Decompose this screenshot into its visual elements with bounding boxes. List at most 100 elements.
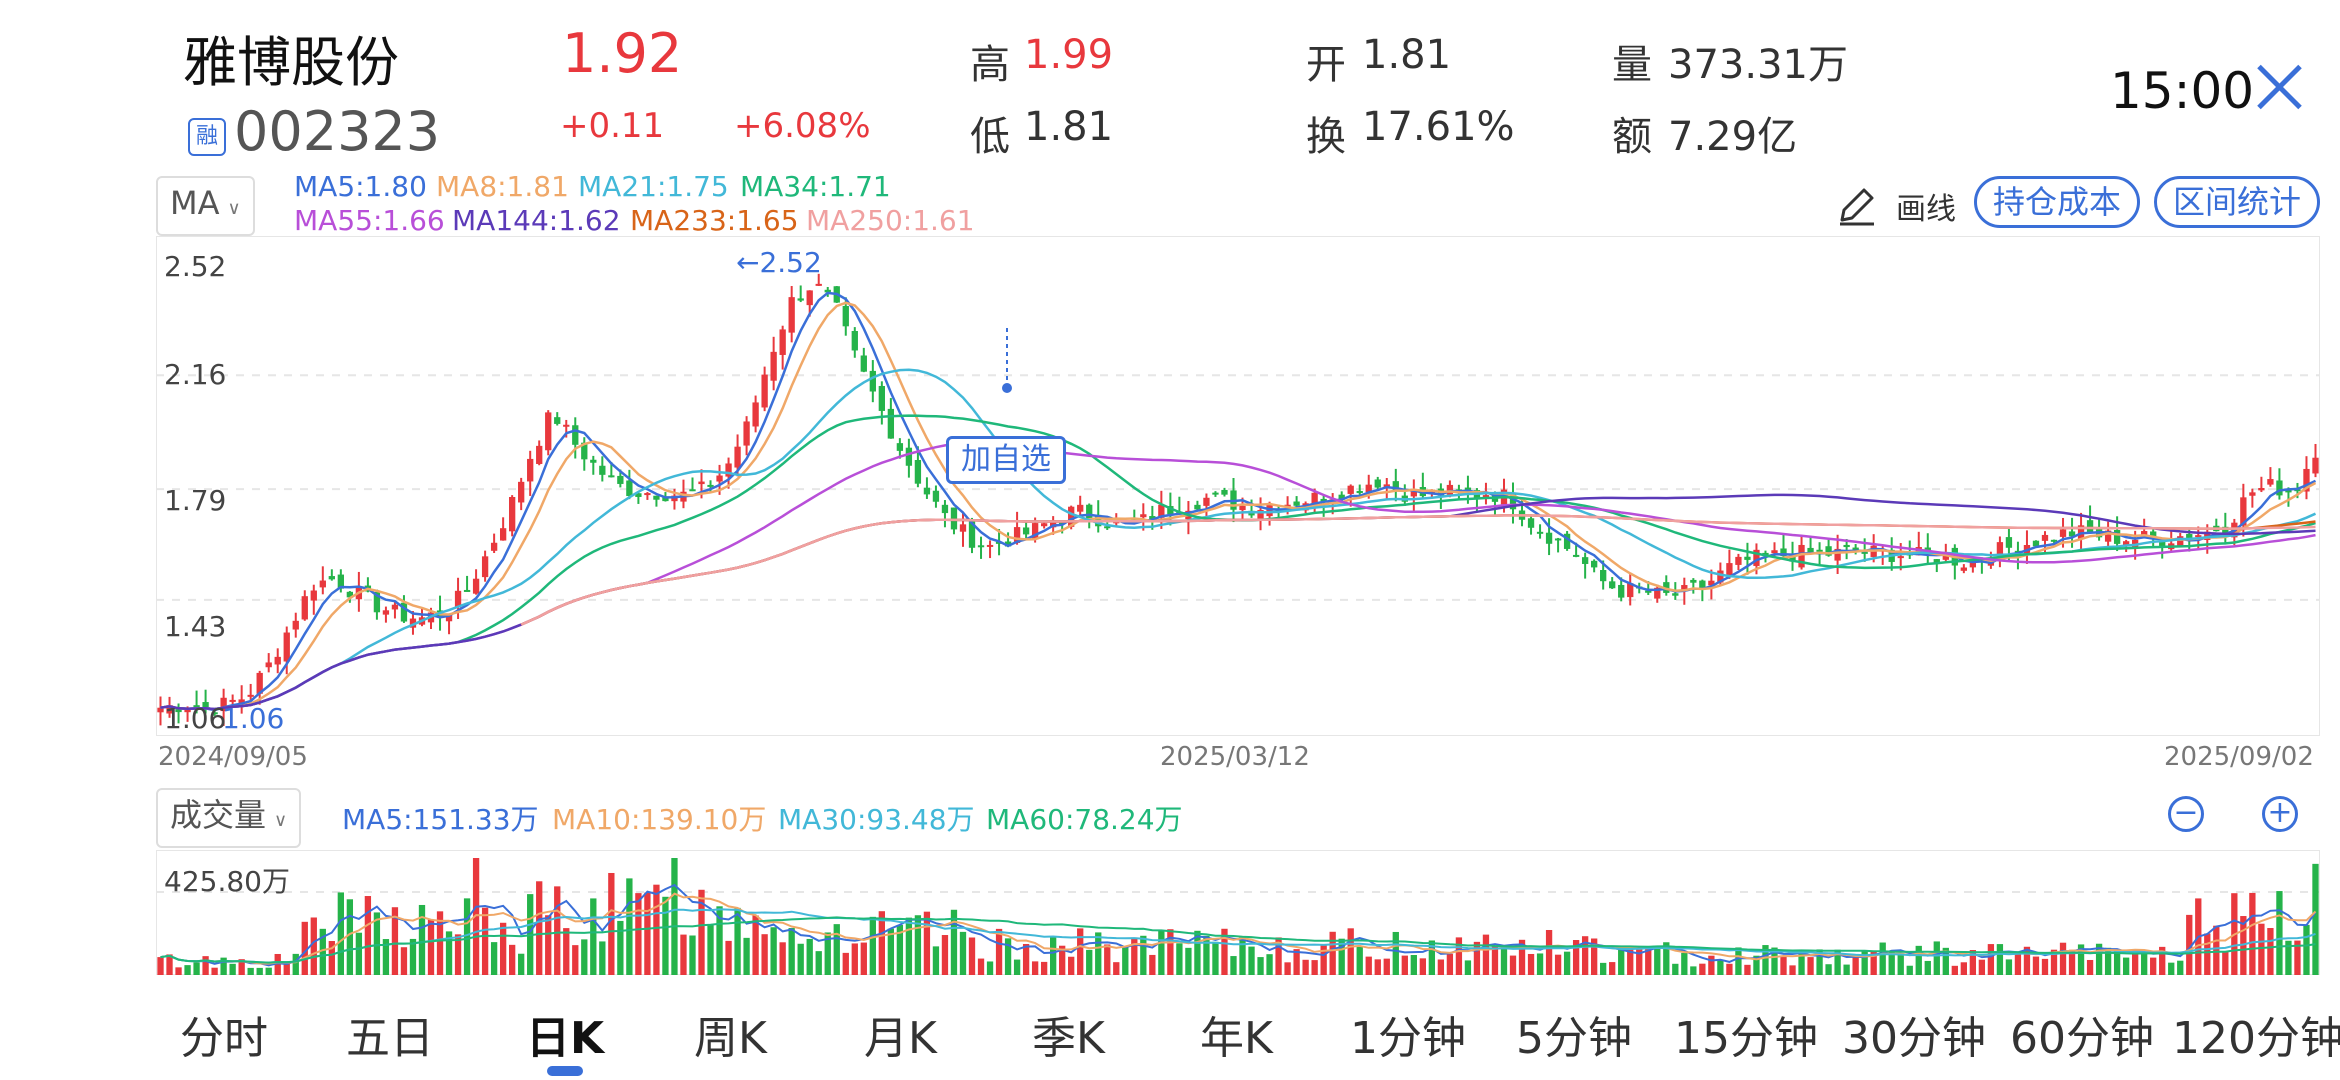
- tab-周K[interactable]: 周K: [694, 1013, 767, 1064]
- volume-bar: [563, 928, 570, 975]
- tab-季K[interactable]: 季K: [1032, 1013, 1105, 1064]
- volume-bar: [1545, 929, 1553, 975]
- candle-body: [454, 590, 462, 608]
- volume-bar: [896, 924, 904, 975]
- candle-body: [445, 613, 453, 622]
- candle-body: [1816, 549, 1823, 552]
- ma-legend-item: MA21:1.75: [578, 170, 729, 203]
- candle-body: [1031, 523, 1039, 539]
- volume-bar: [788, 928, 795, 975]
- volume-bar: [986, 961, 994, 975]
- x-tick: 2025/09/02: [2164, 742, 2314, 772]
- volume-bar: [1050, 936, 1057, 975]
- volume-bar: [851, 943, 858, 975]
- tab-日K[interactable]: 日K: [526, 1013, 605, 1064]
- volume-bar: [617, 920, 624, 975]
- draw-line-button[interactable]: 画线: [1896, 192, 1956, 227]
- close-icon[interactable]: [2255, 62, 2305, 112]
- volume-bar: [869, 916, 876, 975]
- volume-bar: [2086, 959, 2094, 975]
- tab-五日[interactable]: 五日: [346, 1013, 434, 1064]
- candle-body: [527, 458, 534, 482]
- candle-body: [824, 289, 831, 293]
- candle-body: [1077, 504, 1084, 512]
- tab-1分钟[interactable]: 1分钟: [1350, 1013, 1466, 1064]
- candle-body: [2285, 490, 2292, 493]
- volume-bar: [1203, 935, 1210, 975]
- candle-body: [1194, 504, 1201, 510]
- tab-15分钟[interactable]: 15分钟: [1674, 1013, 1818, 1064]
- tab-5分钟[interactable]: 5分钟: [1516, 1013, 1632, 1064]
- volume-bar: [2141, 953, 2148, 975]
- candle-body: [1374, 479, 1381, 488]
- low-value: 1.81: [1024, 104, 1114, 150]
- candle-body: [373, 591, 381, 613]
- candle-body: [1293, 501, 1300, 506]
- tab-分时[interactable]: 分时: [180, 1013, 268, 1064]
- volume-bar: [1591, 938, 1598, 975]
- candle-body: [986, 544, 994, 547]
- volume-bar: [1059, 945, 1066, 975]
- volume-bar: [716, 906, 723, 975]
- volume-bar: [2041, 958, 2049, 975]
- candle-body: [319, 580, 326, 588]
- watch-dot: [1002, 383, 1012, 393]
- volume-bar: [1212, 941, 1219, 975]
- volume-bar: [950, 909, 958, 975]
- zoom-in-icon[interactable]: +: [2262, 796, 2298, 832]
- volume-bar: [445, 931, 453, 975]
- indicator-dropdown[interactable]: MA ∨: [156, 176, 255, 236]
- candle-body: [175, 707, 182, 713]
- pencil-icon[interactable]: [1836, 184, 1878, 226]
- volume-bar: [364, 896, 372, 975]
- volume-bar: [1293, 949, 1300, 975]
- tab-月K[interactable]: 月K: [864, 1013, 937, 1064]
- candle-body: [887, 408, 895, 439]
- volume-bar: [1113, 962, 1120, 975]
- candle-body: [1618, 584, 1625, 598]
- candle-body: [2303, 468, 2310, 492]
- volume-bar: [1428, 940, 1436, 975]
- volume-indicator-dropdown[interactable]: 成交量 ∨: [156, 788, 302, 848]
- candle-body: [554, 417, 561, 424]
- candle-body: [1654, 587, 1661, 599]
- candle-body: [1527, 518, 1535, 528]
- tab-120分钟[interactable]: 120分钟: [2172, 1013, 2340, 1064]
- volume-bar: [1194, 930, 1201, 975]
- volume-bar: [1022, 943, 1030, 975]
- volume-bar: [1095, 932, 1102, 975]
- candle-body: [499, 528, 507, 541]
- candle-body: [1780, 548, 1787, 557]
- volume-bar: [518, 953, 525, 975]
- tab-30分钟[interactable]: 30分钟: [1842, 1013, 1986, 1064]
- add-watchlist-bubble[interactable]: 加自选: [946, 436, 1066, 484]
- tab-60分钟[interactable]: 60分钟: [2010, 1013, 2154, 1064]
- zoom-out-icon[interactable]: −: [2168, 796, 2204, 832]
- holding-cost-button[interactable]: 持仓成本: [1974, 176, 2141, 228]
- volume-bar: [1329, 931, 1336, 975]
- tab-年K[interactable]: 年K: [1200, 1013, 1273, 1064]
- volume-bar: [1672, 963, 1679, 975]
- volume-bar: [2077, 944, 2085, 975]
- volume-bar: [1933, 941, 1940, 975]
- candle-body: [761, 374, 768, 408]
- candle-body: [1834, 548, 1841, 561]
- range-stats-button[interactable]: 区间统计: [2154, 176, 2321, 228]
- volume-bar: [1843, 964, 1850, 975]
- volume-bar: [1473, 941, 1481, 975]
- ma-line: [160, 368, 2317, 711]
- volume-chart[interactable]: [156, 850, 2320, 975]
- candle-body: [779, 329, 786, 355]
- price-chart[interactable]: [156, 236, 2320, 736]
- volume-bar: [1185, 947, 1192, 975]
- volume-bar: [1654, 947, 1661, 975]
- candle-body: [220, 697, 227, 712]
- volume-bar: [2186, 914, 2193, 975]
- candle-body: [536, 445, 543, 464]
- volume-bar: [1879, 942, 1886, 975]
- candle-body: [1897, 556, 1904, 559]
- volume-bar: [2059, 942, 2067, 975]
- volume-bar: [815, 951, 822, 975]
- candle-body: [914, 460, 922, 484]
- volume-bar: [941, 935, 949, 975]
